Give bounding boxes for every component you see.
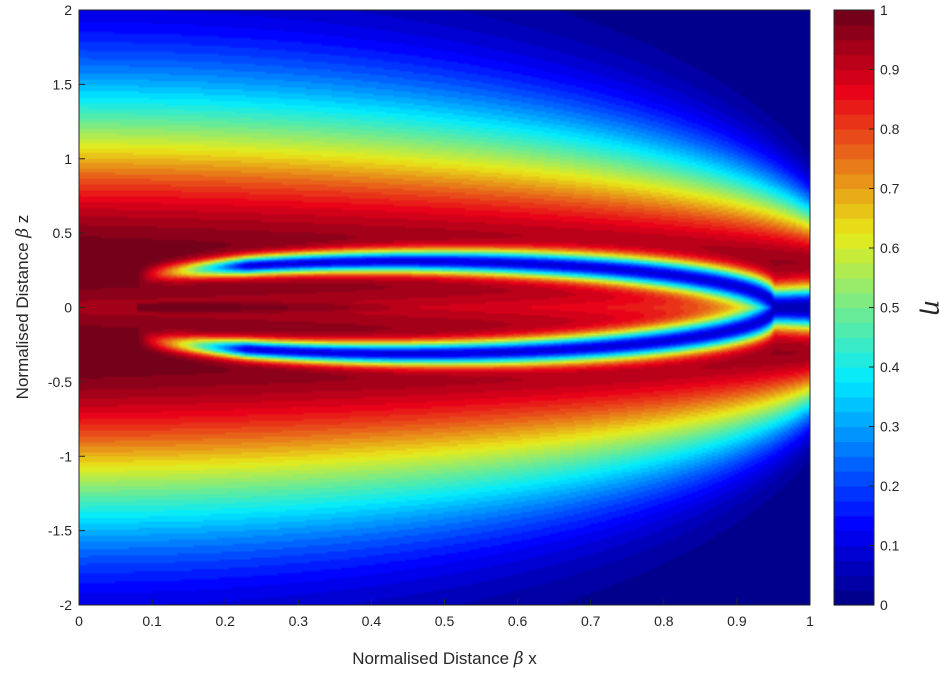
colorbar-band — [834, 248, 874, 264]
colorbar-tick-label: 0.7 — [880, 181, 900, 197]
colorbar-tick-label: 0.3 — [880, 419, 900, 435]
colorbar-band — [834, 500, 874, 517]
colorbar-band — [834, 471, 874, 487]
colorbar-band — [834, 54, 874, 71]
colorbar-band — [834, 203, 874, 219]
colorbar-band — [834, 486, 874, 502]
colorbar-band — [834, 352, 874, 368]
colorbar-band — [834, 158, 874, 175]
x-tick-label: 0.1 — [142, 613, 162, 629]
x-tick-label: 0.2 — [215, 613, 235, 629]
colorbar-tick-label: 0.6 — [880, 240, 900, 256]
y-tick-label: 1.5 — [53, 76, 73, 92]
colorbar-band — [834, 233, 874, 249]
colorbar-band — [834, 39, 874, 56]
colorbar-band — [834, 560, 874, 576]
colorbar-band — [834, 143, 874, 160]
colorbar-band — [834, 24, 874, 41]
x-tick-label: 0 — [75, 613, 83, 629]
colorbar-band — [834, 441, 874, 457]
colorbar-tick-label: 0.9 — [880, 62, 900, 78]
colorbar-band — [834, 129, 874, 145]
colorbar-band — [834, 173, 874, 190]
colorbar-tick-label: 0.2 — [880, 478, 900, 494]
y-tick-label: -0.5 — [48, 374, 72, 390]
y-tick-label: 0.5 — [53, 225, 73, 241]
y-tick-label: 0 — [64, 300, 72, 316]
x-tick-label: 0.4 — [362, 613, 382, 629]
colorbar-band — [834, 367, 874, 383]
colorbar-band — [834, 307, 874, 323]
colorbar-band — [834, 322, 874, 338]
x-tick-label: 0.3 — [289, 613, 309, 629]
colorbar-label: η — [918, 299, 939, 315]
colorbar-band — [834, 515, 874, 532]
colorbar-band — [834, 114, 874, 130]
colorbar-band — [834, 590, 874, 606]
colorbar-tick-label: 1 — [880, 2, 888, 18]
colorbar-band — [834, 292, 874, 309]
colorbar-bands — [834, 10, 874, 606]
colorbar-tick-label: 0.5 — [880, 300, 900, 316]
y-tick-label: 2 — [64, 2, 72, 18]
y-axis-label: Normalised Distance β z — [13, 215, 33, 400]
heatmap-image — [79, 10, 810, 605]
colorbar-ticks: 1 0.9 0.8 0.7 0.6 0.5 0.4 0.3 0.2 0.1 0 — [869, 2, 900, 613]
colorbar-tick-label: 0.1 — [880, 538, 900, 554]
x-axis-label: Normalised Distance β x — [352, 649, 537, 669]
x-tick-label: 0.9 — [727, 613, 747, 629]
y-tick-label: -1 — [60, 448, 73, 464]
colorbar-band — [834, 218, 874, 234]
colorbar-band — [834, 337, 874, 353]
x-tick-label: 1 — [806, 613, 814, 629]
x-tick-label: 0.5 — [435, 613, 455, 629]
colorbar-band — [834, 411, 874, 428]
x-axis-ticks: 0 0.1 0.2 0.3 0.4 0.5 0.6 0.7 0.8 0.9 1 — [75, 599, 814, 629]
colorbar-tick-label: 0.8 — [880, 121, 900, 137]
colorbar: 1 0.9 0.8 0.7 0.6 0.5 0.4 0.3 0.2 0.1 0 η — [833, 2, 939, 613]
colorbar-band — [834, 84, 874, 100]
x-tick-label: 0.6 — [508, 613, 528, 629]
y-tick-label: -1.5 — [48, 523, 72, 539]
colorbar-band — [834, 188, 874, 204]
colorbar-band — [834, 426, 874, 442]
y-axis-label-symbol: β — [13, 228, 33, 239]
colorbar-band — [834, 99, 874, 115]
colorbar-band — [834, 10, 874, 26]
colorbar-band — [834, 396, 874, 413]
colorbar-tick-label: 0.4 — [880, 359, 900, 375]
colorbar-band — [834, 456, 874, 472]
y-tick-label: 1 — [64, 151, 72, 167]
plot-area — [78, 9, 811, 606]
y-axis-ticks: 2 1.5 1 0.5 0 -0.5 -1 -1.5 -2 — [48, 2, 85, 613]
x-tick-label: 0.8 — [654, 613, 674, 629]
colorbar-band — [834, 69, 874, 85]
colorbar-band — [834, 381, 874, 398]
x-tick-label: 0.7 — [581, 613, 601, 629]
colorbar-band — [834, 262, 874, 279]
colorbar-band — [834, 530, 874, 547]
colorbar-band — [834, 575, 874, 591]
colorbar-band — [834, 545, 874, 561]
y-tick-label: -2 — [60, 597, 73, 613]
colorbar-tick-label: 0 — [880, 597, 888, 613]
x-axis-label-symbol: β — [513, 649, 524, 669]
colorbar-band — [834, 277, 874, 294]
